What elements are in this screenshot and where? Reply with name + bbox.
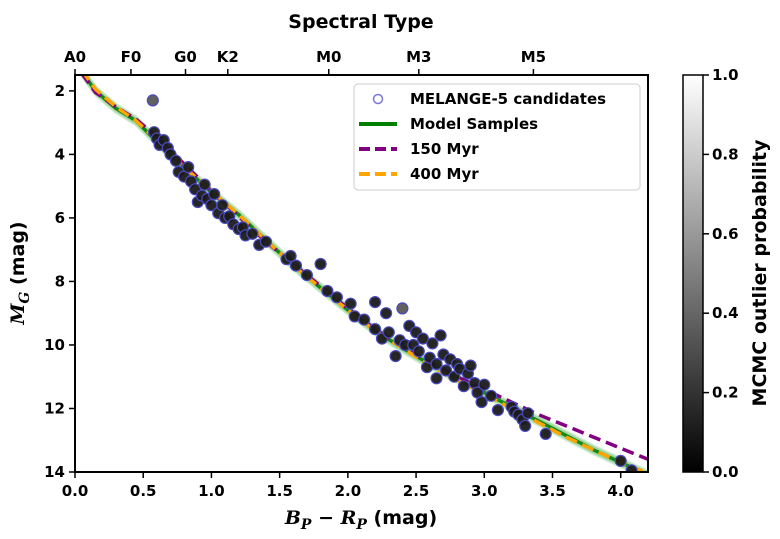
y-tick-label: 12 xyxy=(44,399,65,417)
colorbar-ticks: 0.0 0.2 0.4 0.6 0.8 1.0 xyxy=(703,66,739,481)
spectral-tick-label: M5 xyxy=(521,48,546,66)
candidate-point xyxy=(521,407,535,420)
y-tick-label: 2 xyxy=(55,82,65,100)
candidate-point xyxy=(198,178,211,191)
x-tick-label: 0.5 xyxy=(130,482,157,500)
candidate-point xyxy=(321,284,334,298)
x-tick-label: 1.0 xyxy=(198,482,225,500)
y-tick-label: 14 xyxy=(44,463,65,481)
legend-label-candidates: MELANGE-5 candidates xyxy=(410,90,606,108)
scatter-points xyxy=(146,94,638,472)
legend-box xyxy=(353,83,641,191)
y-tick-label: 8 xyxy=(55,272,65,290)
candidate-point xyxy=(475,396,488,409)
candidate-point xyxy=(440,364,453,377)
y-axis-ticks: 2 4 6 8 10 12 14 xyxy=(44,82,75,481)
spectral-tick-label: F0 xyxy=(121,48,142,66)
candidate-point xyxy=(412,345,425,358)
candidate-point xyxy=(491,404,504,417)
colorbar-tick-label: 1.0 xyxy=(712,66,739,84)
top-axis-title: Spectral Type xyxy=(288,11,433,33)
x-axis-title: BP − RP (mag) xyxy=(284,507,437,533)
x-tick-label: 4.0 xyxy=(607,482,634,500)
candidate-point xyxy=(396,302,409,315)
candidate-point xyxy=(382,326,395,339)
candidate-point xyxy=(169,154,183,167)
candidate-point xyxy=(389,350,402,363)
candidate-point xyxy=(625,464,638,472)
spectral-tick-label: A0 xyxy=(64,48,86,66)
candidate-point xyxy=(485,389,498,402)
x-axis-ticks: 0.0 0.5 1.0 1.5 2.0 2.5 3.0 3.5 4.0 xyxy=(62,472,634,500)
candidate-point xyxy=(330,291,343,304)
candidate-point xyxy=(344,297,357,310)
colorbar-tick-label: 0.4 xyxy=(712,304,739,322)
candidate-point xyxy=(259,235,273,248)
colorbar-tick-label: 0.2 xyxy=(712,384,739,402)
spectral-tick-label: G0 xyxy=(174,48,197,66)
candidate-point xyxy=(182,161,195,174)
candidate-point xyxy=(434,329,447,342)
candidate-point xyxy=(464,359,477,372)
candidate-point xyxy=(457,380,470,393)
legend: MELANGE-5 candidates Model Samples 150 M… xyxy=(353,83,641,191)
x-tick-label: 1.5 xyxy=(266,482,293,500)
candidate-point xyxy=(416,332,429,345)
candidate-point xyxy=(146,94,159,107)
colorbar-tick-label: 0.6 xyxy=(712,225,739,243)
x-tick-label: 0.0 xyxy=(62,482,89,500)
candidate-point xyxy=(430,357,443,371)
colorbar-tick-label: 0.0 xyxy=(712,463,739,481)
spectral-tick-label: M3 xyxy=(406,48,431,66)
y-tick-label: 6 xyxy=(55,209,65,227)
legend-marker-candidates xyxy=(372,93,384,105)
x-tick-label: 3.5 xyxy=(539,482,566,500)
candidate-point xyxy=(614,454,627,467)
y-tick-label: 10 xyxy=(44,336,65,354)
candidate-point xyxy=(519,419,532,432)
candidate-point xyxy=(478,378,491,391)
x-tick-label: 3.0 xyxy=(471,482,498,500)
candidate-point xyxy=(208,188,221,201)
spectral-tick-label: M0 xyxy=(316,48,341,66)
candidate-point xyxy=(246,227,259,240)
spectral-type-ticks: A0 F0 G0 K2 M0 M3 M5 xyxy=(64,48,546,75)
x-tick-label: 2.5 xyxy=(403,482,430,500)
candidate-point xyxy=(369,296,382,309)
colorbar xyxy=(682,74,704,473)
candidate-point xyxy=(539,427,552,440)
legend-label-model-samples: Model Samples xyxy=(410,115,538,133)
candidate-point xyxy=(369,323,382,336)
candidate-point xyxy=(430,372,443,385)
y-axis-title: MG (mag) xyxy=(7,221,33,325)
candidate-point xyxy=(380,307,393,320)
candidate-point xyxy=(216,199,229,212)
x-tick-label: 2.0 xyxy=(335,482,362,500)
candidate-point xyxy=(358,313,371,326)
spectral-tick-label: K2 xyxy=(217,48,239,66)
candidate-point xyxy=(284,249,297,263)
y-tick-label: 4 xyxy=(55,145,65,163)
candidate-point xyxy=(289,259,303,272)
colorbar-tick-label: 0.8 xyxy=(712,145,739,163)
legend-label-150myr: 150 Myr xyxy=(410,140,479,158)
candidate-point xyxy=(426,337,439,350)
colorbar-title: MCMC outlier probability xyxy=(749,139,771,407)
candidate-point xyxy=(314,257,327,271)
plot-frame xyxy=(74,74,649,473)
candidate-point xyxy=(300,269,313,282)
legend-label-400myr: 400 Myr xyxy=(410,165,479,183)
